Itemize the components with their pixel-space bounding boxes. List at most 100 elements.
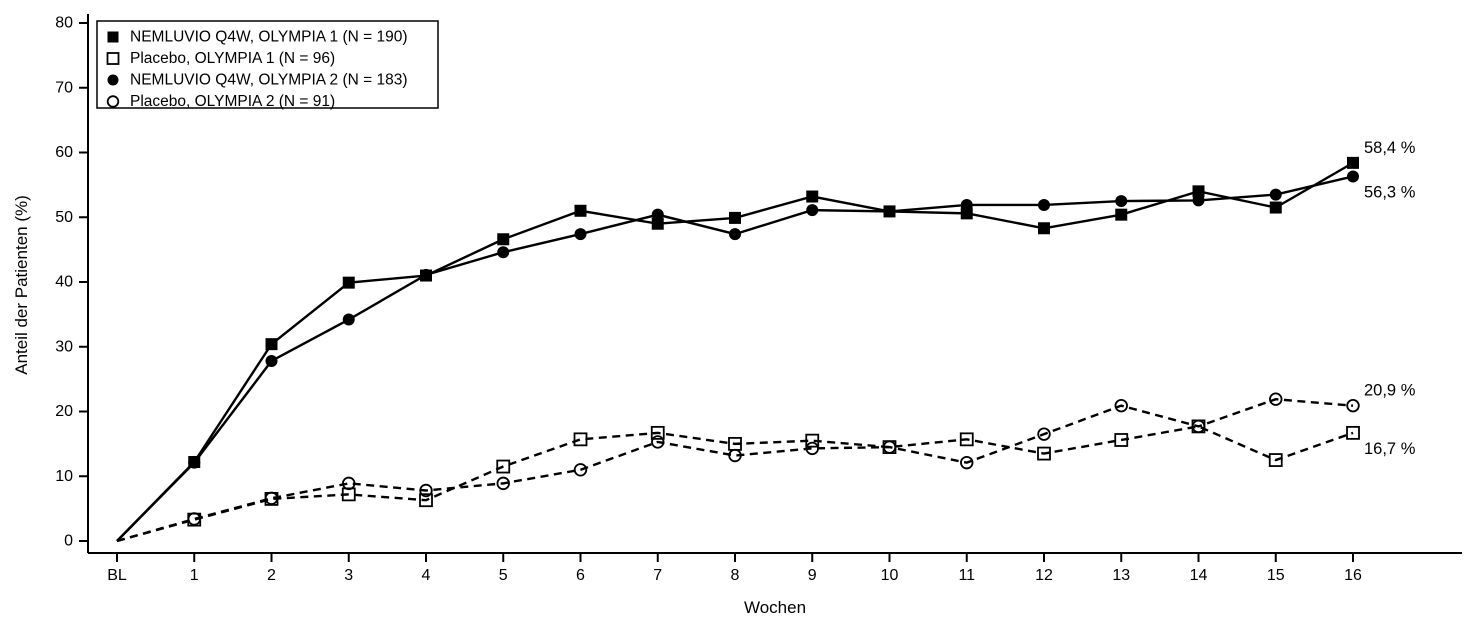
open-square-marker (573, 432, 588, 447)
x-tick-label: 7 (653, 567, 662, 584)
x-tick-label: 2 (267, 567, 276, 584)
filled-circle-marker (1192, 194, 1205, 207)
filled-square-marker (1269, 201, 1282, 214)
series-markers-3 (188, 170, 1359, 469)
open-circle-marker (1346, 398, 1360, 413)
filled-square-marker (574, 204, 587, 217)
open-circle-marker (342, 476, 356, 491)
series-markers-2 (187, 419, 1360, 527)
series-line-open-circle (116, 397, 1354, 543)
filled-square-marker (1347, 156, 1359, 169)
series-markers-4 (187, 392, 1360, 526)
filled-square-marker (497, 233, 510, 246)
legend-label: Placebo, OLYMPIA 2 (N = 91) (130, 93, 335, 110)
filled-circle-marker (497, 246, 510, 259)
legend-item-2: Placebo, OLYMPIA 1 (N = 96) (106, 50, 335, 67)
open-circle-marker (419, 483, 433, 498)
open-square-marker (419, 493, 433, 508)
open-circle-marker (187, 512, 201, 526)
x-tick-label: 5 (499, 567, 508, 584)
filled-circle-marker (188, 456, 201, 469)
x-tick-label: 9 (808, 567, 817, 584)
legend-item-1: NEMLUVIO Q4W, OLYMPIA 1 (N = 190) (107, 29, 408, 46)
filled-square-marker (806, 190, 819, 203)
series-line-open-square (116, 425, 1354, 543)
x-tick-label: 14 (1190, 567, 1208, 584)
x-tick-label: 13 (1112, 567, 1130, 584)
end-value-label: 20,9 % (1364, 382, 1416, 400)
open-square-marker (650, 425, 665, 440)
open-square-marker (106, 52, 120, 65)
open-circle-marker (882, 440, 897, 454)
open-square-marker (805, 433, 820, 448)
x-tick-label: 6 (576, 567, 585, 584)
open-circle-marker (496, 476, 510, 491)
legend-box (96, 20, 439, 109)
filled-square-marker (960, 207, 973, 220)
end-value-label: 56,3 % (1364, 183, 1416, 201)
legend-label: NEMLUVIO Q4W, OLYMPIA 2 (N = 183) (130, 72, 408, 89)
filled-circle-marker (1269, 188, 1282, 201)
y-tick-label: 50 (55, 209, 73, 226)
open-square-marker (1037, 446, 1051, 461)
open-circle-marker (1037, 427, 1051, 441)
end-value-label: 16,7 % (1364, 440, 1416, 458)
open-circle-marker (573, 463, 588, 477)
filled-circle-marker (342, 313, 355, 326)
x-tick-label: 12 (1035, 567, 1053, 584)
legend-label: Placebo, OLYMPIA 1 (N = 96) (130, 50, 335, 67)
filled-circle-marker (960, 198, 973, 211)
filled-circle-marker (574, 228, 587, 241)
filled-circle-marker (651, 208, 664, 221)
y-tick-label: 10 (55, 468, 73, 485)
open-circle-marker (805, 441, 819, 456)
filled-circle-marker (1115, 195, 1128, 208)
open-circle-marker (651, 435, 665, 449)
legend-item-3: NEMLUVIO Q4W, OLYMPIA 2 (N = 183) (107, 72, 408, 89)
x-tick-label: BL (107, 567, 127, 584)
x-tick-label: 16 (1344, 567, 1362, 584)
filled-square-marker (1038, 222, 1050, 235)
filled-square-marker (342, 276, 355, 289)
x-tick-label: 15 (1267, 567, 1285, 584)
filled-circle-marker (420, 268, 432, 281)
open-circle-marker (960, 455, 974, 470)
open-square-marker (1346, 425, 1360, 440)
y-tick-label: 0 (64, 533, 73, 550)
filled-square-marker (107, 31, 119, 43)
filled-circle-marker (107, 74, 119, 86)
y-tick-label: 70 (55, 79, 73, 96)
filled-circle-marker (883, 205, 896, 218)
open-square-marker (1114, 433, 1129, 447)
x-tick-label: 4 (422, 567, 431, 584)
series-2 (116, 425, 1354, 543)
filled-circle-marker (729, 228, 741, 241)
filled-square-marker (265, 338, 278, 351)
filled-circle-marker (806, 204, 819, 217)
open-circle-marker (264, 491, 279, 505)
filled-square-marker (1192, 185, 1205, 198)
open-circle-marker (106, 95, 120, 108)
filled-circle-marker (265, 354, 278, 367)
legend: NEMLUVIO Q4W, OLYMPIA 1 (N = 190) Placebo… (96, 20, 439, 110)
y-tick-label: 20 (55, 403, 73, 420)
x-tick-label: 11 (958, 567, 975, 584)
end-value-label: 58,4 % (1364, 139, 1416, 157)
filled-square-marker (729, 211, 741, 224)
x-axis-title: Wochen (743, 598, 807, 617)
x-tick-label: 3 (344, 567, 353, 584)
x-tick-label: 8 (731, 567, 740, 584)
open-circle-marker (1269, 392, 1283, 406)
series-4 (116, 397, 1354, 543)
open-square-marker (496, 459, 511, 474)
open-square-marker (959, 432, 974, 447)
legend-label: NEMLUVIO Q4W, OLYMPIA 1 (N = 190) (130, 29, 408, 46)
y-tick-label: 60 (55, 144, 73, 161)
legend-item-4: Placebo, OLYMPIA 2 (N = 91) (106, 93, 335, 110)
filled-square-marker (1115, 208, 1128, 221)
y-tick-label: 40 (55, 274, 73, 291)
x-tick-label: 1 (190, 567, 199, 584)
